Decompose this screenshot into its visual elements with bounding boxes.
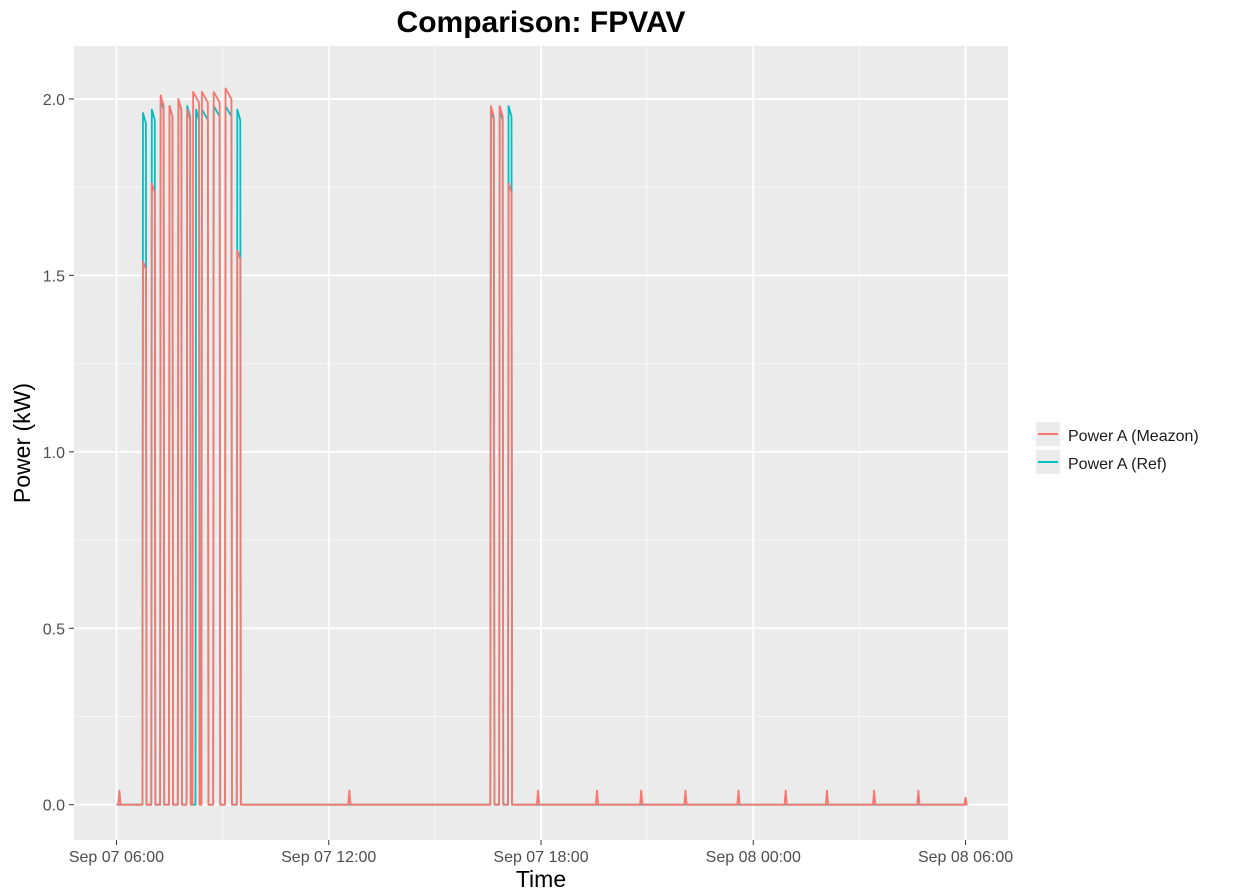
x-tick-label: Sep 08 06:00 bbox=[918, 849, 1013, 866]
x-axis-title: Time bbox=[516, 866, 566, 892]
y-tick-label: 1.5 bbox=[43, 268, 65, 285]
x-tick-label: Sep 07 06:00 bbox=[69, 849, 164, 866]
y-tick-label: 0.5 bbox=[43, 621, 65, 638]
y-tick-label: 0.0 bbox=[43, 798, 65, 815]
series-line-power-a-meazon bbox=[116, 87, 968, 806]
legend-label-meazon: Power A (Meazon) bbox=[1068, 428, 1199, 445]
y-axis-title: Power (kW) bbox=[9, 383, 35, 503]
grid-major bbox=[74, 46, 1008, 840]
legend-box bbox=[1034, 420, 1230, 476]
x-axis-ticks: Sep 07 06:00 Sep 07 12:00 Sep 07 18:00 Sep … bbox=[69, 840, 1013, 866]
legend-label-ref: Power A (Ref) bbox=[1068, 456, 1167, 473]
y-tick-label: 1.0 bbox=[43, 445, 65, 462]
y-axis-ticks: 0.0 0.5 1.0 1.5 2.0 bbox=[43, 92, 74, 815]
chart-title: Comparison: FPVAV bbox=[397, 6, 686, 39]
series-layer bbox=[116, 87, 968, 806]
legend: Power A (Meazon) Power A (Ref) bbox=[1034, 420, 1230, 476]
y-tick-label: 2.0 bbox=[43, 92, 65, 109]
x-tick-label: Sep 08 00:00 bbox=[706, 849, 801, 866]
x-tick-label: Sep 07 12:00 bbox=[281, 849, 376, 866]
x-tick-label: Sep 07 18:00 bbox=[493, 849, 588, 866]
